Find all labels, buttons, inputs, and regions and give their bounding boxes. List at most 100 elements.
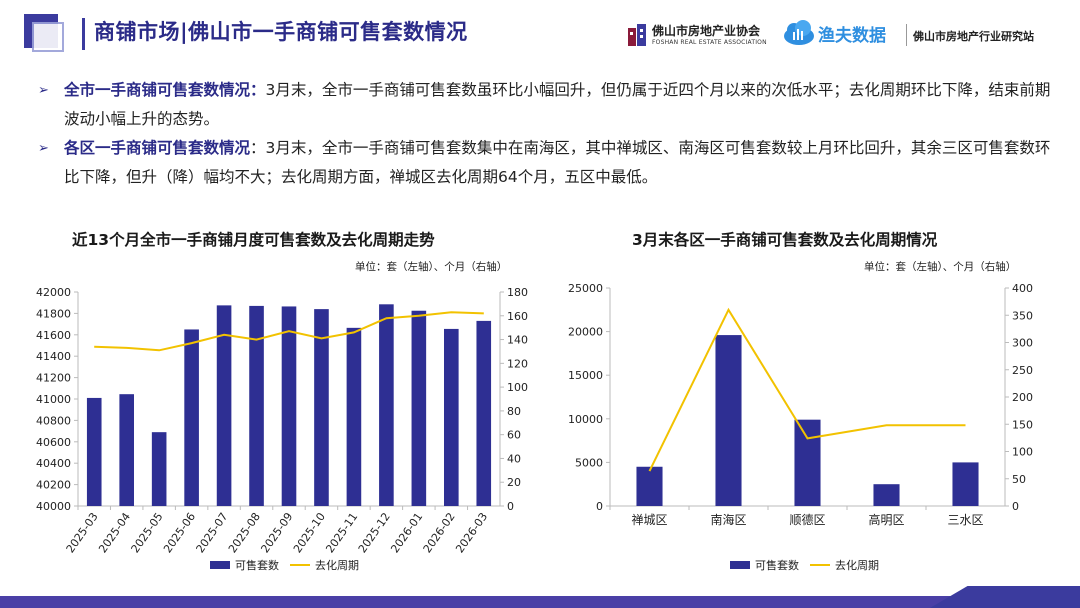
left-tick-label: 0 [596, 500, 603, 513]
bar [249, 305, 264, 506]
legend-swatch-bar [730, 561, 750, 569]
bullet-text: ：3月末，全市一手商铺可售套数集中在南海区，其中禅城区、南海区可售套数较上月环比… [64, 139, 1051, 186]
category-label: 2026-03 [453, 510, 490, 555]
category-label: 南海区 [710, 512, 746, 527]
series-line-去化周期 [648, 307, 966, 472]
bar [476, 320, 492, 506]
right-tick-label: 300 [1012, 337, 1033, 350]
category-label: 2025-07 [194, 510, 231, 555]
category-label: 2026-02 [421, 510, 458, 555]
right-tick-label: 100 [507, 381, 528, 394]
left-tick-label: 40000 [36, 500, 71, 513]
category-label: 2025-08 [226, 510, 263, 555]
bullet-heading: 各区一手商铺可售套数情况 [64, 139, 251, 157]
chart1-unit: 单位：套（左轴）、个月（右轴） [355, 261, 508, 273]
category-label: 2025-11 [323, 510, 360, 555]
district-chart: 0 5000 10000 15000 20000 25000 0 50 100 150 200 250… [568, 282, 1033, 572]
right-tick-label: 200 [1012, 391, 1033, 404]
footer-bar [0, 596, 1080, 608]
chart2-title: 3月末各区一手商铺可售套数及去化周期情况 [632, 231, 938, 249]
right-tick-label: 0 [1012, 500, 1019, 513]
left-tick-label: 40400 [36, 457, 71, 470]
right-tick-label: 80 [507, 405, 521, 418]
bullet-citywide: ➢ 全市一手商铺可售套数情况：3月末，全市一手商铺可售套数虽环比小幅回升，但仍属… [38, 76, 1058, 134]
left-tick-label: 40800 [36, 414, 71, 427]
right-tick-label: 50 [1012, 473, 1026, 486]
right-tick-label: 400 [1012, 282, 1033, 295]
arrow-icon: ➢ [38, 141, 49, 156]
right-tick-label: 120 [507, 357, 528, 370]
right-tick-label: 20 [507, 476, 521, 489]
right-tick-label: 100 [1012, 446, 1033, 459]
category-label: 2025-12 [356, 510, 393, 555]
summary-bullets: ➢ 全市一手商铺可售套数情况：3月末，全市一手商铺可售套数虽环比小幅回升，但仍属… [38, 76, 1058, 192]
left-tick-label: 40200 [36, 479, 71, 492]
category-label: 2026-01 [388, 510, 425, 555]
legend-label-line: 去化周期 [835, 558, 879, 572]
bullet-districts: ➢ 各区一手商铺可售套数情况：3月末，全市一手商铺可售套数集中在南海区，其中禅城… [38, 134, 1058, 192]
bar [379, 304, 394, 506]
cloud-icon [784, 20, 814, 45]
bar [636, 466, 663, 506]
page-header: 商铺市场|佛山市一手商铺可售套数情况 佛山市房地产业协会 FOSHAN REAL… [0, 0, 1080, 70]
left-tick-label: 42000 [36, 286, 71, 299]
legend-label-bar: 可售套数 [755, 558, 799, 572]
bar [151, 432, 167, 506]
left-tick-label: 41400 [36, 350, 71, 363]
left-tick-label: 41800 [36, 307, 71, 320]
brand-logo: 渔夫数据 [782, 18, 886, 48]
bullet-text: 3月末，全市一手商铺可售套数虽环比小幅回升，但仍属于近四个月以来的次低水平；去化… [64, 81, 1051, 128]
category-label: 2025-06 [161, 510, 198, 555]
bar [952, 462, 979, 506]
chart1-title: 近13个月全市一手商铺月度可售套数及去化周期走势 [72, 231, 435, 249]
legend-label-line: 去化周期 [315, 558, 359, 572]
bar [184, 329, 199, 506]
left-tick-label: 41000 [36, 393, 71, 406]
category-label: 禅城区 [631, 513, 667, 527]
left-tick-label: 25000 [568, 282, 603, 295]
bar [281, 306, 297, 506]
category-label: 2025-05 [129, 510, 166, 555]
category-label: 2025-10 [291, 510, 328, 555]
series-line-去化周期 [94, 311, 484, 352]
bar [873, 484, 900, 506]
left-tick-label: 5000 [575, 456, 603, 469]
category-label: 顺德区 [789, 512, 825, 527]
bullet-heading: 全市一手商铺可售套数情况： [64, 81, 266, 99]
right-tick-label: 350 [1012, 309, 1033, 322]
bar [444, 328, 459, 506]
corner-logo-mark [24, 14, 66, 54]
bar [715, 335, 742, 506]
bar [314, 309, 329, 506]
category-label: 三水区 [947, 513, 983, 527]
header-separator [906, 24, 907, 46]
left-tick-label: 15000 [568, 369, 603, 382]
bar [86, 397, 102, 506]
bar [411, 310, 427, 506]
title-divider [82, 18, 85, 50]
association-name: 佛山市房地产业协会 [652, 23, 761, 38]
bar [119, 394, 134, 506]
building-icon [628, 24, 646, 46]
category-label: 2025-03 [64, 510, 101, 555]
right-tick-label: 40 [507, 452, 521, 465]
brand-name: 渔夫数据 [818, 25, 886, 46]
right-tick-label: 160 [507, 310, 528, 323]
right-tick-label: 60 [507, 429, 521, 442]
right-tick-label: 180 [507, 286, 528, 299]
left-tick-label: 41600 [36, 329, 71, 342]
bar [346, 327, 362, 506]
association-logo: 佛山市房地产业协会 FOSHAN REAL ESTATE ASSOCIATION [626, 22, 767, 48]
left-tick-label: 10000 [568, 413, 603, 426]
monthly-chart: 40000 40200 40400 40600 40800 41000 41200 41400… [36, 286, 528, 572]
right-tick-label: 250 [1012, 364, 1033, 377]
page-title: 商铺市场|佛山市一手商铺可售套数情况 [94, 20, 468, 44]
arrow-icon: ➢ [38, 83, 49, 98]
bar [216, 305, 232, 506]
left-tick-label: 41200 [36, 372, 71, 385]
legend-swatch-bar [210, 561, 230, 569]
left-tick-label: 40600 [36, 436, 71, 449]
chart2-unit: 单位：套（左轴）、个月（右轴） [864, 261, 1017, 273]
category-label: 高明区 [868, 512, 904, 527]
category-label: 2025-04 [96, 510, 133, 555]
